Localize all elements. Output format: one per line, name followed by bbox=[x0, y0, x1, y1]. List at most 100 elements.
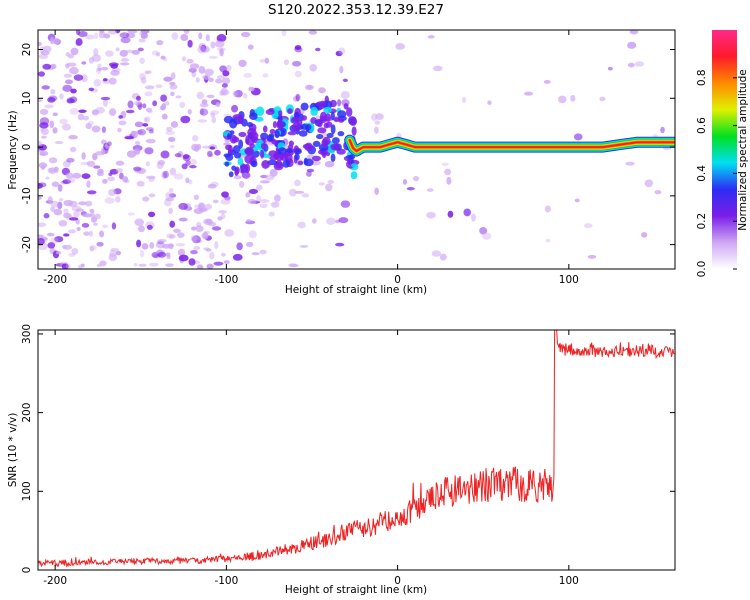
spectrogram-cell bbox=[294, 45, 302, 50]
spectrogram-cell bbox=[66, 62, 77, 67]
spectrogram-cell bbox=[144, 91, 153, 97]
colorbar-label: Normalized spectral amplitude bbox=[737, 69, 749, 230]
spectrogram-cell bbox=[231, 136, 240, 143]
spectrogram-cell bbox=[38, 162, 48, 169]
spectrogram-cell bbox=[148, 129, 154, 134]
spectrogram-cell bbox=[330, 143, 340, 151]
spectrogram-cell bbox=[187, 39, 193, 48]
spectrogram-cell bbox=[191, 235, 201, 244]
spectrogram-cell bbox=[331, 137, 340, 144]
spectrogram-cell bbox=[330, 124, 336, 135]
spectrogram-cell bbox=[119, 172, 124, 180]
spectrogram-cell bbox=[256, 184, 263, 191]
spectrogram-cell bbox=[239, 180, 245, 188]
spectrogram-cell bbox=[187, 179, 193, 185]
spectrogram-cell bbox=[38, 71, 45, 77]
spectrogram-cell bbox=[654, 190, 662, 195]
spectrogram-cell bbox=[439, 253, 447, 261]
spectrogram-cell bbox=[426, 188, 434, 192]
snr-ticks: -200 -100 0 100 0 100 200 300 bbox=[21, 324, 675, 587]
spectrogram-cell bbox=[118, 115, 123, 119]
spectrogram-cell bbox=[146, 224, 153, 230]
spectrogram-cell bbox=[38, 53, 49, 60]
spectrogram-signal-ridge bbox=[348, 139, 675, 152]
spectrogram-cell bbox=[108, 77, 117, 85]
spectrogram-cell bbox=[77, 30, 88, 38]
spectrogram-xtick-label: 100 bbox=[559, 274, 579, 286]
spectrogram-cell bbox=[607, 66, 613, 71]
spectrogram-cell bbox=[136, 95, 141, 101]
spectrogram-cell bbox=[97, 68, 102, 72]
spectrogram-cell bbox=[211, 226, 222, 231]
colorbar-tick-label: 0.2 bbox=[696, 213, 708, 230]
spectrogram-cell bbox=[88, 87, 95, 92]
spectrogram-cell bbox=[39, 128, 45, 132]
spectrogram-cell bbox=[281, 30, 287, 37]
spectrogram-cell bbox=[120, 37, 131, 44]
spectrogram-cell bbox=[58, 198, 64, 202]
spectrogram-cell bbox=[228, 171, 234, 178]
spectrogram-cell bbox=[246, 121, 254, 128]
spectrogram-cell bbox=[232, 145, 241, 154]
spectrogram-cell bbox=[51, 181, 60, 188]
spectrogram-cell bbox=[463, 208, 472, 217]
spectrogram-cell bbox=[89, 245, 97, 251]
spectrogram-cell bbox=[587, 254, 597, 259]
spectrogram-cell bbox=[169, 144, 175, 149]
spectrogram-cell bbox=[38, 222, 47, 228]
spectrogram-cell bbox=[294, 70, 302, 78]
spectrogram-cell bbox=[92, 155, 98, 160]
spectrogram-cell bbox=[134, 121, 144, 128]
spectrogram-cell bbox=[80, 161, 91, 166]
spectrogram-cell bbox=[262, 153, 271, 158]
spectrogram-cell bbox=[338, 47, 346, 55]
spectrogram-cell bbox=[196, 264, 204, 269]
spectrogram-cell bbox=[40, 128, 49, 136]
spectrogram-cell bbox=[196, 91, 204, 100]
spectrogram-cell bbox=[157, 159, 166, 166]
spectrogram-cell bbox=[395, 43, 405, 50]
snr-series-line bbox=[38, 330, 675, 568]
spectrogram-cell bbox=[165, 263, 174, 267]
spectrogram-cell bbox=[197, 119, 208, 123]
spectrogram-cell bbox=[39, 117, 50, 126]
spectrogram-frame bbox=[37, 29, 676, 270]
spectrogram-cell bbox=[427, 35, 435, 39]
spectrogram-cell bbox=[164, 101, 170, 106]
spectrogram-cell bbox=[301, 193, 309, 198]
spectrogram-cell bbox=[91, 109, 99, 116]
spectrogram-cell bbox=[119, 49, 128, 57]
spectrogram-cell bbox=[306, 170, 312, 177]
spectrogram-cell bbox=[45, 176, 50, 180]
spectrogram-cell bbox=[83, 231, 90, 236]
spectrogram-cell bbox=[76, 227, 81, 232]
spectrogram-cell bbox=[249, 112, 258, 120]
spectrogram-cell bbox=[402, 179, 408, 185]
spectrogram-cell bbox=[211, 116, 217, 124]
spectrogram-cell bbox=[139, 249, 145, 258]
spectrogram-cell bbox=[144, 70, 149, 75]
spectrogram-cell bbox=[48, 157, 58, 164]
spectrogram-heatmap bbox=[38, 30, 675, 269]
spectrogram-cell bbox=[84, 200, 93, 207]
spectrogram-cell bbox=[340, 90, 350, 99]
spectrogram-cell bbox=[101, 126, 107, 133]
spectrogram-cell bbox=[205, 248, 212, 252]
spectrogram-cell bbox=[65, 172, 74, 179]
spectrogram-cell bbox=[481, 232, 492, 240]
spectrogram-cell bbox=[335, 50, 343, 57]
spectrogram-cell bbox=[61, 123, 71, 131]
spectrogram-cell bbox=[75, 38, 83, 46]
spectrogram-cell bbox=[127, 100, 134, 109]
spectrogram-cell bbox=[140, 76, 147, 84]
spectrogram-cell bbox=[444, 168, 452, 176]
spectrogram-cell bbox=[189, 164, 197, 169]
colorbar: 0.0 0.2 0.4 0.6 0.8 Normalized spectral ampl… bbox=[696, 30, 749, 277]
spectrogram-cell bbox=[198, 32, 203, 40]
spectrogram-cell bbox=[161, 113, 168, 120]
spectrogram-cell bbox=[118, 120, 127, 126]
spectrogram-cell bbox=[38, 41, 42, 47]
spectrogram-cell bbox=[324, 113, 331, 122]
spectrogram-cell bbox=[62, 84, 73, 93]
